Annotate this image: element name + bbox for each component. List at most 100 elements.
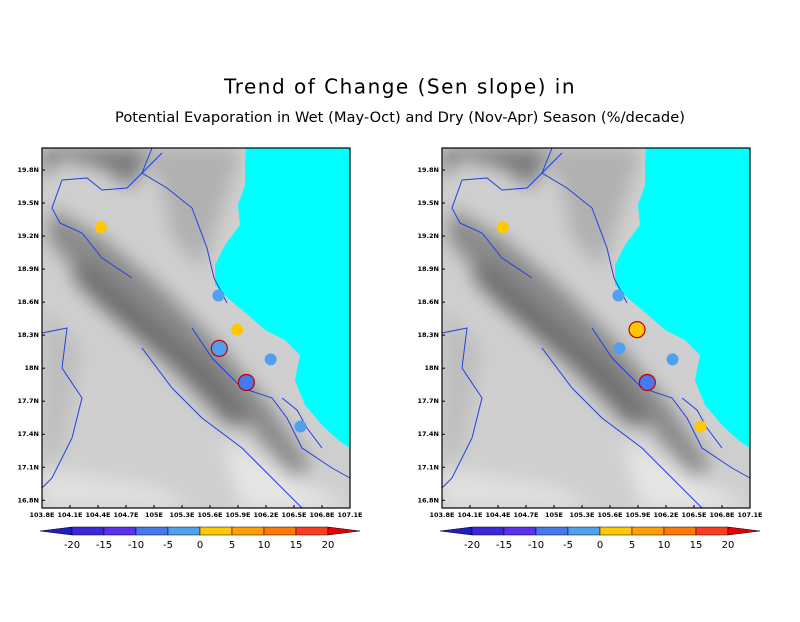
y-tick-label: 18N xyxy=(25,364,40,372)
y-tick-label: 18.9N xyxy=(18,265,39,273)
title: Trend of Change (Sen slope) in xyxy=(223,75,576,99)
x-tick-label: 104.1E xyxy=(457,511,482,519)
x-tick-label: 106.2E xyxy=(653,511,678,519)
colorbar-segment xyxy=(135,526,169,536)
y-tick-label: 19.2N xyxy=(18,232,39,240)
colorbar-segment xyxy=(263,526,297,536)
y-tick-label: 19.8N xyxy=(18,166,39,174)
x-tick-label: 105.9E xyxy=(625,511,650,519)
station xyxy=(612,289,625,302)
x-tick-label: 106.5E xyxy=(281,511,306,519)
x-tick-label: 105.3E xyxy=(169,511,194,519)
colorbar-segment xyxy=(71,526,105,536)
x-tick-label: 106.5E xyxy=(681,511,706,519)
y-tick-label: 16.8N xyxy=(18,496,39,504)
station xyxy=(613,342,626,355)
x-tick-label: 105.6E xyxy=(197,511,222,519)
station xyxy=(694,420,707,433)
colorbar-segment xyxy=(503,526,537,536)
map-background xyxy=(442,148,750,508)
x-tick-label: 106.8E xyxy=(709,511,734,519)
y-tick-label: 16.8N xyxy=(418,496,439,504)
y-tick-label: 19.8N xyxy=(418,166,439,174)
colorbar-label: -15 xyxy=(96,540,112,551)
y-tick-label: 17.7N xyxy=(418,397,439,405)
x-tick-label: 105.9E xyxy=(225,511,250,519)
station xyxy=(628,321,646,339)
x-tick-label: 103.8E xyxy=(429,511,454,519)
x-tick-label: 104.4E xyxy=(85,511,110,519)
x-tick-label: 104.1E xyxy=(57,511,82,519)
colorbar-label: -5 xyxy=(163,540,173,551)
y-tick-label: 18N xyxy=(425,364,440,372)
colorbar-segment xyxy=(103,526,137,536)
station xyxy=(638,373,656,392)
colorbar-label: -10 xyxy=(528,540,544,551)
y-tick-label: 19.5N xyxy=(18,199,39,207)
colorbar-segment xyxy=(727,526,761,536)
y-tick-label: 17.1N xyxy=(418,463,439,471)
station xyxy=(237,373,255,392)
colorbar-segment xyxy=(39,526,73,536)
x-tick-label: 104.4E xyxy=(485,511,510,519)
colorbar-segment xyxy=(295,526,329,536)
x-tick-label: 104.7E xyxy=(113,511,138,519)
y-tick-label: 18.3N xyxy=(418,331,439,339)
x-tick-label: 104.7E xyxy=(513,511,538,519)
y-tick-label: 19.2N xyxy=(418,232,439,240)
colorbar-segment xyxy=(167,526,201,536)
colorbar-segment xyxy=(567,526,601,536)
y-tick-label: 19.5N xyxy=(418,199,439,207)
colorbar-segment xyxy=(199,526,233,536)
colorbar-label: 20 xyxy=(322,540,335,551)
colorbar-label: -5 xyxy=(563,540,573,551)
colorbar-label: 20 xyxy=(722,540,735,551)
x-tick-label: 105.6E xyxy=(597,511,622,519)
station xyxy=(666,353,679,366)
x-tick-label: 106.2E xyxy=(253,511,278,519)
colorbar-segment xyxy=(695,526,729,536)
y-tick-label: 18.6N xyxy=(418,298,439,306)
colorbar-label: 15 xyxy=(690,540,703,551)
station xyxy=(231,323,244,336)
x-tick-label: 103.8E xyxy=(29,511,54,519)
y-tick-label: 18.9N xyxy=(418,265,439,273)
station xyxy=(264,353,277,366)
colorbar-label: -10 xyxy=(128,540,144,551)
x-tick-label: 105E xyxy=(545,511,563,519)
x-tick-label: 105E xyxy=(145,511,163,519)
station xyxy=(212,289,225,302)
colorbar-label: 10 xyxy=(658,540,671,551)
y-tick-label: 18.6N xyxy=(18,298,39,306)
y-tick-label: 17.4N xyxy=(418,430,439,438)
x-tick-label: 105.3E xyxy=(569,511,594,519)
colorbar-segment xyxy=(471,526,505,536)
colorbar-label: -20 xyxy=(464,540,480,551)
colorbar-label: -15 xyxy=(496,540,512,551)
y-tick-label: 17.1N xyxy=(18,463,39,471)
colorbar-segment xyxy=(439,526,473,536)
x-tick-label: 106.8E xyxy=(309,511,334,519)
station xyxy=(94,221,107,234)
colorbar-segment xyxy=(599,526,633,536)
colorbar-label: 5 xyxy=(629,540,635,551)
colorbar-segment xyxy=(663,526,697,536)
y-tick-label: 18.3N xyxy=(18,331,39,339)
x-tick-label: 107.1E xyxy=(737,511,762,519)
colorbar-segment xyxy=(535,526,569,536)
colorbar-segment xyxy=(327,526,361,536)
colorbar-label: 15 xyxy=(290,540,303,551)
station xyxy=(496,221,509,234)
colorbar-label: 0 xyxy=(197,540,203,551)
y-tick-label: 17.4N xyxy=(18,430,39,438)
colorbar-label: 10 xyxy=(258,540,271,551)
colorbar-segment xyxy=(231,526,265,536)
station xyxy=(210,339,228,357)
x-tick-label: 107.1E xyxy=(337,511,362,519)
station xyxy=(294,420,307,433)
y-tick-label: 17.7N xyxy=(18,397,39,405)
colorbar-label: 0 xyxy=(597,540,603,551)
colorbar-label: 5 xyxy=(229,540,235,551)
colorbar-label: -20 xyxy=(64,540,80,551)
